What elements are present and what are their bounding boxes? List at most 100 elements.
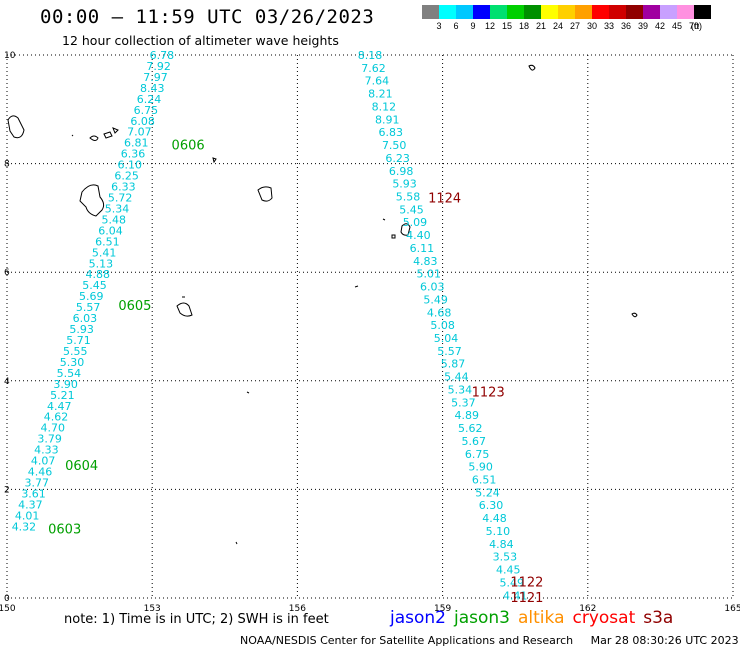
x-tick-label: 153 xyxy=(144,604,161,614)
wave-height-label: 4.07 xyxy=(31,455,56,468)
wave-height-label: 4.41 xyxy=(503,589,528,602)
wave-height-label: 7.97 xyxy=(143,71,168,84)
wave-height-label: 5.90 xyxy=(468,461,493,474)
wave-height-label: 6.33 xyxy=(111,181,136,194)
wave-height-label: 6.75 xyxy=(465,448,490,461)
y-tick-label: 4 xyxy=(4,377,10,387)
wave-height-label: 5.87 xyxy=(441,358,466,371)
wave-height-label: 5.37 xyxy=(451,396,476,409)
wave-height-label: 4.01 xyxy=(15,509,40,522)
colorbar-label: 21 xyxy=(535,21,546,31)
pass-time-label: 0606 xyxy=(172,139,205,154)
wave-height-label: 5.09 xyxy=(403,216,428,229)
pass-time-label: 1121 xyxy=(510,591,543,606)
colorbar-swatch xyxy=(473,5,490,19)
satellite-legend-item: s3a xyxy=(643,608,674,628)
wave-height-label: 4.47 xyxy=(47,400,72,413)
island-outline xyxy=(528,64,536,71)
wave-height-label: 4.46 xyxy=(28,466,53,479)
wave-height-label: 6.81 xyxy=(124,137,149,150)
wave-height-label: 5.24 xyxy=(475,486,500,499)
wave-height-label: 6.03 xyxy=(73,312,98,325)
wave-height-label: 5.01 xyxy=(417,268,442,281)
wave-height-label: 5.34 xyxy=(448,383,473,396)
wave-height-label: 8.91 xyxy=(375,113,400,126)
colorbar-unit: (ft) xyxy=(691,21,702,31)
colorbar-label: 18 xyxy=(518,21,529,31)
wave-height-label: 3.53 xyxy=(493,551,518,564)
satellite-legend-item: altika xyxy=(518,608,565,628)
wave-height-label: 5.45 xyxy=(399,203,424,216)
wave-height-label: 5.57 xyxy=(76,301,101,314)
colorbar-swatch xyxy=(626,5,643,19)
wave-height-label: 6.51 xyxy=(472,474,497,487)
wave-height-label: 5.54 xyxy=(57,367,82,380)
wave-height-label: 3.79 xyxy=(37,433,62,446)
x-tick-label: 156 xyxy=(289,604,306,614)
satellite-legend: jason2 jason3 altika cryosat s3a xyxy=(390,608,681,628)
wave-height-label: 6.25 xyxy=(114,170,139,183)
wave-height-label: 5.93 xyxy=(69,323,94,336)
colorbar-swatch xyxy=(592,5,609,19)
colorbar-swatch xyxy=(660,5,677,19)
colorbar-swatch xyxy=(524,5,541,19)
x-tick-label: 165 xyxy=(724,604,740,614)
wave-height-label: 8.12 xyxy=(372,100,397,113)
wave-height-label: 5.93 xyxy=(392,178,417,191)
wave-height-label: 3.90 xyxy=(53,378,78,391)
x-tick-label: 159 xyxy=(434,604,451,614)
wave-height-label: 4.70 xyxy=(41,422,66,435)
colorbar-label: 30 xyxy=(586,21,597,31)
wave-height-label: 3.61 xyxy=(21,487,46,500)
wave-height-label: 5.10 xyxy=(486,525,511,538)
wave-height-label: 6.08 xyxy=(130,115,155,128)
wave-height-label: 4.48 xyxy=(482,512,507,525)
wave-height-label: 6.75 xyxy=(134,104,159,117)
wave-height-label: 5.49 xyxy=(499,576,524,589)
colorbar-label: 36 xyxy=(620,21,631,31)
wave-height-label: 8.43 xyxy=(140,82,165,95)
wave-height-label: 5.21 xyxy=(50,389,75,402)
wave-height-label: 4.37 xyxy=(18,498,43,511)
wave-height-label: 4.84 xyxy=(489,538,514,551)
wave-height-label: 7.64 xyxy=(365,75,390,88)
colorbar-label: 3 xyxy=(436,21,442,31)
wave-height-label: 5.13 xyxy=(89,257,114,270)
colorbar-label: 42 xyxy=(654,21,665,31)
wave-height-label: 4.32 xyxy=(12,520,37,533)
island-outline xyxy=(112,127,119,134)
wave-height-label: 6.03 xyxy=(420,281,445,294)
altimeter-tracks: 4.324.014.373.613.774.464.074.333.794.70… xyxy=(12,49,544,606)
colorbar-swatch xyxy=(422,5,439,19)
colorbar-swatch xyxy=(439,5,456,19)
colorbar-swatch xyxy=(677,5,694,19)
wave-height-label: 5.41 xyxy=(92,246,117,259)
colorbar-swatch xyxy=(456,5,473,19)
wave-height-label: 6.83 xyxy=(378,126,403,139)
satellite-legend-item: jason2 xyxy=(390,608,446,628)
y-tick-label: 2 xyxy=(4,485,10,495)
colorbar-label: 15 xyxy=(501,21,512,31)
wave-height-label: 4.88 xyxy=(85,268,110,281)
satellite-legend-item: cryosat xyxy=(572,608,636,628)
wave-height-label: 4.40 xyxy=(406,229,431,242)
wave-height-label: 5.69 xyxy=(79,290,104,303)
y-tick-label: 6 xyxy=(4,268,10,278)
satellite-legend-item: jason3 xyxy=(454,608,510,628)
map-subtitle: 12 hour collection of altimeter wave hei… xyxy=(62,33,339,48)
colorbar-label: 39 xyxy=(637,21,648,31)
island-outline xyxy=(631,312,638,318)
colorbar-swatch xyxy=(694,5,711,19)
island-outline xyxy=(391,234,396,239)
colorbar-label: 12 xyxy=(484,21,495,31)
wave-height-label: 7.50 xyxy=(382,139,407,152)
wave-height-label: 7.62 xyxy=(361,62,386,75)
wave-height-label: 5.71 xyxy=(66,334,91,347)
wave-height-label: 8.21 xyxy=(368,88,393,101)
colorbar-label: 70 xyxy=(688,21,699,31)
wave-height-label: 5.30 xyxy=(60,356,85,369)
island-outline xyxy=(103,131,113,139)
wave-height-label: 6.04 xyxy=(98,224,123,237)
wave-height-label: 5.48 xyxy=(102,213,127,226)
